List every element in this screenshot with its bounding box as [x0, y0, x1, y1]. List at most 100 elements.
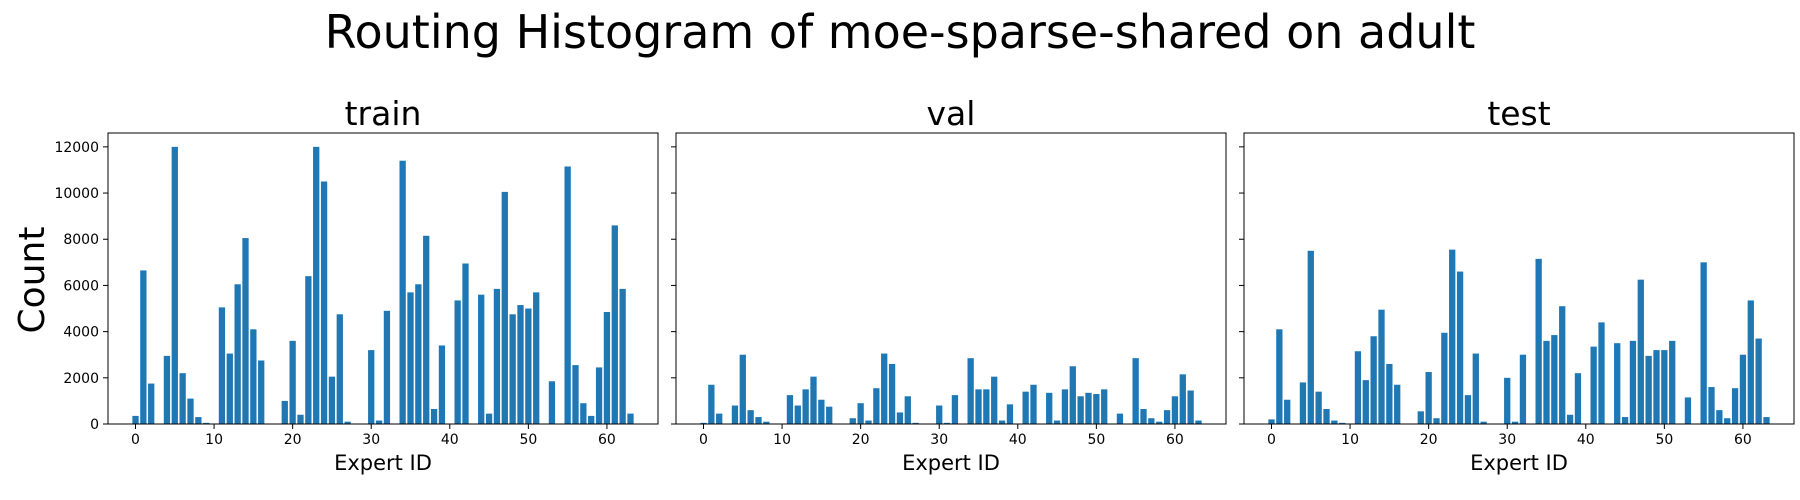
test-bar-expert-63 — [1763, 417, 1770, 424]
train-bar-expert-58 — [588, 415, 595, 424]
val-bar-expert-25 — [896, 412, 904, 424]
train-x-tick-label: 0 — [131, 432, 140, 448]
val-bar-expert-53 — [1116, 413, 1124, 424]
train-bar-expert-7 — [187, 398, 194, 424]
test-bar-expert-12 — [1362, 380, 1369, 424]
test-x-tick-label: 40 — [1577, 432, 1595, 448]
test-bar-expert-19 — [1417, 411, 1424, 424]
train-bar-expert-35 — [407, 292, 414, 424]
test-x-tick-label: 50 — [1655, 432, 1673, 448]
val-bar-expert-61 — [1179, 374, 1186, 424]
val-bar-expert-47 — [1069, 366, 1076, 424]
train-bar-expert-51 — [533, 292, 540, 424]
val-bar-expert-32 — [951, 395, 959, 424]
test-x-tick-label: 10 — [1341, 432, 1359, 448]
train-x-tick-label: 40 — [441, 432, 459, 448]
val-bar-expert-6 — [747, 410, 754, 424]
val-bar-expert-60 — [1171, 396, 1179, 424]
test-bar-expert-61 — [1747, 300, 1754, 424]
test-bar-expert-55 — [1700, 262, 1707, 424]
train-bar-expert-36 — [415, 284, 422, 424]
train-bar-expert-27 — [344, 421, 351, 424]
val-bar-expert-48 — [1077, 396, 1084, 424]
val-x-axis-label: Expert ID — [902, 451, 1000, 475]
test-panel-title: test — [1487, 94, 1550, 133]
test-bar-expert-6 — [1315, 391, 1322, 424]
test-bar-expert-1 — [1276, 329, 1283, 424]
train-bar-expert-63 — [627, 413, 634, 424]
train-x-tick-label: 20 — [284, 432, 302, 448]
test-bar-expert-11 — [1354, 351, 1362, 424]
train-bar-expert-13 — [234, 284, 241, 424]
val-bar-expert-8 — [763, 421, 770, 424]
test-bar-expert-20 — [1425, 372, 1432, 424]
train-bar-expert-59 — [595, 367, 603, 424]
y-axis-label: Count — [12, 227, 53, 334]
test-bar-expert-46 — [1629, 340, 1637, 424]
train-bar-expert-45 — [485, 413, 493, 424]
train-y-tick-label: 12000 — [54, 140, 99, 156]
test-axes-frame — [1243, 132, 1795, 425]
val-bar-expert-5 — [739, 354, 746, 424]
train-bar-expert-30 — [368, 350, 375, 424]
test-bar-expert-36 — [1551, 335, 1558, 424]
test-bar-expert-26 — [1472, 353, 1479, 424]
test-bar-expert-7 — [1323, 408, 1330, 424]
train-axes-frame — [107, 132, 659, 425]
val-bar-expert-46 — [1061, 389, 1069, 424]
val-bar-expert-30 — [936, 405, 943, 424]
test-bar-expert-49 — [1653, 350, 1660, 424]
val-bar-expert-49 — [1085, 392, 1092, 424]
train-panel-title: train — [345, 94, 422, 133]
test-bar-expert-44 — [1614, 343, 1621, 424]
train-bar-expert-8 — [195, 417, 202, 424]
val-bar-expert-42 — [1030, 384, 1037, 424]
train-y-tick-label: 4000 — [63, 325, 99, 341]
train-bar-expert-32 — [383, 310, 391, 424]
test-bar-expert-39 — [1574, 373, 1582, 424]
test-x-tick-label: 20 — [1420, 432, 1438, 448]
train-bar-expert-44 — [478, 294, 485, 424]
val-panel: val Expert ID 0 10 20 30 40 50 60 — [671, 94, 1227, 475]
val-bar-expert-27 — [912, 422, 919, 424]
val-bar-expert-26 — [904, 396, 911, 424]
val-bar-expert-45 — [1053, 420, 1061, 424]
test-bar-expert-27 — [1480, 421, 1487, 424]
test-x-tick-label: 30 — [1498, 432, 1516, 448]
val-bar-expert-34 — [967, 358, 974, 424]
train-bar-expert-23 — [313, 146, 320, 425]
test-bar-expert-41 — [1590, 346, 1597, 424]
figure-title: Routing Histogram of moe-sparse-shared o… — [324, 5, 1476, 59]
test-bar-expert-16 — [1394, 384, 1401, 424]
test-bar-expert-60 — [1739, 354, 1747, 424]
train-bar-expert-25 — [328, 376, 336, 424]
train-bar-expert-46 — [493, 288, 501, 424]
val-bar-expert-51 — [1101, 389, 1108, 424]
val-bar-expert-12 — [794, 405, 801, 424]
val-bar-expert-19 — [849, 418, 856, 424]
test-bar-expert-8 — [1331, 420, 1338, 424]
val-bar-expert-13 — [802, 389, 809, 424]
train-bar-expert-4 — [163, 355, 171, 424]
train-bar-expert-15 — [250, 329, 257, 424]
test-bar-expert-53 — [1684, 397, 1692, 424]
val-x-tick-label: 60 — [1166, 432, 1184, 448]
test-bar-expert-57 — [1716, 410, 1723, 424]
val-bar-expert-7 — [755, 417, 762, 424]
train-y-tick-label: 6000 — [63, 278, 99, 294]
train-bar-expert-50 — [525, 308, 532, 424]
train-bar-expert-24 — [320, 181, 328, 424]
test-bar-expert-38 — [1566, 414, 1574, 424]
val-bar-expert-62 — [1187, 390, 1194, 424]
train-bar-expert-47 — [501, 191, 508, 424]
train-bar-expert-57 — [580, 403, 587, 424]
train-bar-expert-55 — [564, 166, 571, 425]
val-bar-expert-59 — [1163, 410, 1171, 424]
test-bar-expert-42 — [1598, 322, 1605, 424]
train-panel: train Expert ID 0 10 20 30 40 50 60 0 2000 4000 60… — [54, 94, 659, 475]
test-bar-expert-22 — [1441, 332, 1448, 424]
train-bar-expert-37 — [423, 235, 430, 424]
test-bar-expert-0 — [1268, 419, 1275, 424]
test-bar-expert-15 — [1386, 363, 1393, 424]
